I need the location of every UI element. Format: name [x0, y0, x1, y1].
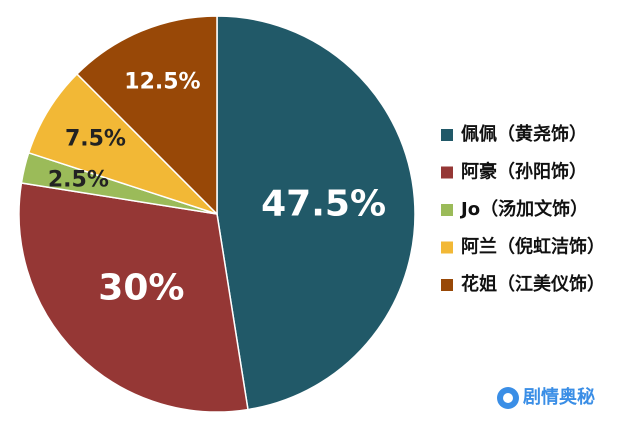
watermark: 剧情奥秘: [523, 386, 595, 408]
legend-swatch: [441, 166, 453, 179]
legend-label: 花姐（江美仪饰）: [461, 273, 605, 295]
watermark-icon: [497, 387, 519, 409]
slice-label: 12.5%: [124, 69, 200, 94]
legend-swatch: [441, 204, 453, 216]
legend-label: 佩佩（黄尧饰）: [461, 123, 587, 145]
slice-label: 47.5%: [261, 184, 386, 225]
pie-slice: [18, 182, 249, 413]
legend-swatch: [441, 279, 453, 291]
legend-swatch: [441, 241, 453, 254]
legend-label: Jo（汤加文饰）: [459, 198, 588, 220]
slice-label: 2.5%: [48, 168, 109, 193]
slice-label: 30%: [98, 268, 184, 309]
pie-slice: [75, 15, 218, 216]
pie-slice: [216, 15, 416, 411]
slice-label: 7.5%: [65, 127, 126, 152]
legend-swatch: [441, 129, 453, 141]
legend-label: 阿兰（倪虹洁饰）: [461, 236, 605, 258]
legend-label: 阿豪（孙阳饰）: [461, 161, 587, 183]
